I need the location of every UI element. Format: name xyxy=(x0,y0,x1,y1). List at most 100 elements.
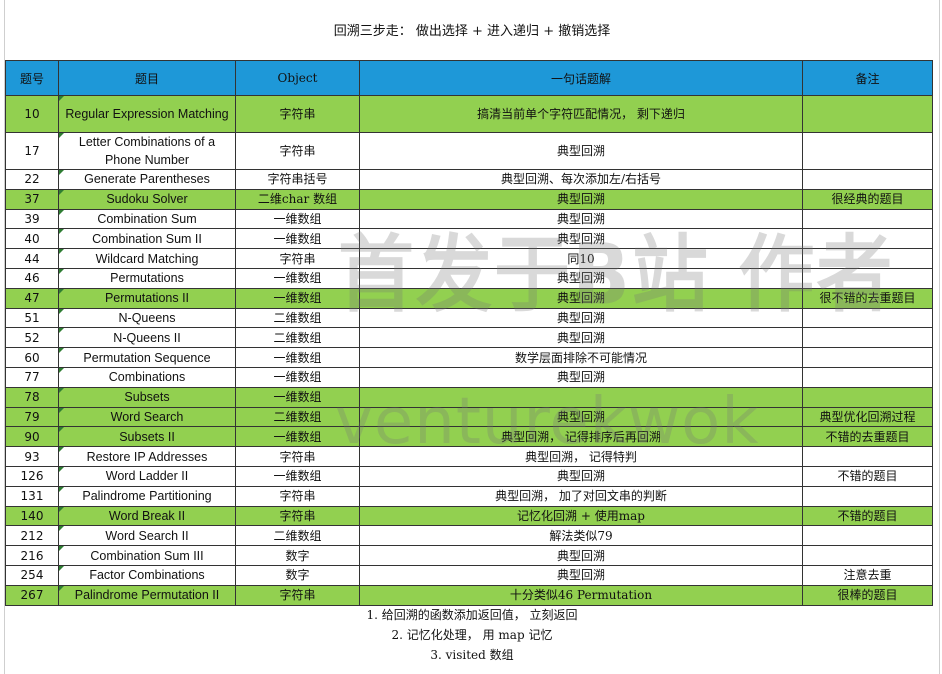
cell-solution xyxy=(359,386,803,408)
cell-note xyxy=(802,366,933,388)
cell-solution: 典型回溯 xyxy=(359,208,803,230)
cell-solution: 十分类似46 Permutation xyxy=(359,584,803,606)
cell-object: 字符串 xyxy=(235,584,360,606)
cell-note xyxy=(802,95,933,133)
cell-id: 216 xyxy=(5,545,59,566)
cell-title: N-Queens II xyxy=(58,327,236,349)
header-note: 备注 xyxy=(802,60,933,96)
cell-object: 字符串 xyxy=(235,132,360,170)
table-row: 216 Combination Sum III 数字 典型回溯 xyxy=(5,545,933,566)
cell-id: 126 xyxy=(5,465,59,487)
cell-note xyxy=(802,169,933,190)
cell-note xyxy=(802,132,933,170)
cell-object: 一维数组 xyxy=(235,287,360,309)
cell-id: 60 xyxy=(5,347,59,368)
cell-solution: 典型回溯 xyxy=(359,564,803,586)
cell-solution: 典型回溯 xyxy=(359,267,803,289)
notes-block: 1. 给回溯的函数添加返回值， 立刻返回 2. 记忆化处理， 用 map 记忆 … xyxy=(5,605,939,665)
cell-solution: 典型回溯 xyxy=(359,545,803,566)
cell-title: Regular Expression Matching xyxy=(58,95,236,133)
cell-solution: 记忆化回溯 + 使用map xyxy=(359,505,803,527)
cell-object: 一维数组 xyxy=(235,267,360,289)
cell-note xyxy=(802,386,933,408)
cell-note xyxy=(802,545,933,566)
table-row: 52 N-Queens II 二维数组 典型回溯 xyxy=(5,327,933,349)
cell-title: Combination Sum III xyxy=(58,545,236,566)
cell-id: 79 xyxy=(5,406,59,428)
cell-object: 一维数组 xyxy=(235,208,360,230)
cell-object: 一维数组 xyxy=(235,426,360,448)
cell-title: Factor Combinations xyxy=(58,564,236,586)
cell-note xyxy=(802,347,933,368)
table-row: 37 Sudoku Solver 二维char 数组 典型回溯 很经典的题目 xyxy=(5,188,933,210)
table-row: 22 Generate Parentheses 字符串括号 典型回溯、每次添加左/右括… xyxy=(5,169,933,190)
header-solution: 一句话题解 xyxy=(359,60,803,96)
table-row: 90 Subsets II 一维数组 典型回溯， 记得排序后再回溯 不错的去重题目 xyxy=(5,426,933,448)
cell-object: 一维数组 xyxy=(235,347,360,368)
cell-solution: 典型回溯， 记得排序后再回溯 xyxy=(359,426,803,448)
cell-note: 典型优化回溯过程 xyxy=(802,406,933,428)
cell-solution: 典型回溯 xyxy=(359,188,803,210)
cell-object: 字符串 xyxy=(235,485,360,507)
cell-note xyxy=(802,248,933,269)
spreadsheet: 回溯三步走： 做出选择 + 进入递归 + 撤销选择 题号 题目 Object 一… xyxy=(4,0,940,674)
cell-id: 77 xyxy=(5,366,59,388)
cell-title: Palindrome Partitioning xyxy=(58,485,236,507)
table-row: 77 Combinations 一维数组 典型回溯 xyxy=(5,366,933,388)
cell-solution: 搞清当前单个字符匹配情况， 剩下递归 xyxy=(359,95,803,133)
cell-object: 二维数组 xyxy=(235,327,360,349)
cell-note: 不错的题目 xyxy=(802,505,933,527)
cell-title: Subsets II xyxy=(58,426,236,448)
cell-title: Generate Parentheses xyxy=(58,169,236,190)
cell-title: Wildcard Matching xyxy=(58,248,236,269)
cell-object: 字符串 xyxy=(235,505,360,527)
cell-solution: 典型回溯 xyxy=(359,307,803,329)
table-row: 47 Permutations II 一维数组 典型回溯 很不错的去重题目 xyxy=(5,287,933,309)
cell-solution: 同10 xyxy=(359,248,803,269)
cell-note xyxy=(802,327,933,349)
cell-object: 数字 xyxy=(235,545,360,566)
cell-id: 51 xyxy=(5,307,59,329)
cell-id: 212 xyxy=(5,525,59,547)
cell-title: Word Search II xyxy=(58,525,236,547)
table-row: 212 Word Search II 二维数组 解法类似79 xyxy=(5,525,933,547)
table-row: 126 Word Ladder II 一维数组 典型回溯 不错的题目 xyxy=(5,465,933,487)
cell-title: Permutations xyxy=(58,267,236,289)
cell-solution: 典型回溯 xyxy=(359,465,803,487)
table-row: 140 Word Break II 字符串 记忆化回溯 + 使用map 不错的题目 xyxy=(5,505,933,527)
table-row: 10 Regular Expression Matching 字符串 搞清当前单个字符… xyxy=(5,95,933,133)
cell-title: Combinations xyxy=(58,366,236,388)
note-line-2: 2. 记忆化处理， 用 map 记忆 xyxy=(391,628,553,642)
table-row: 40 Combination Sum II 一维数组 典型回溯 xyxy=(5,228,933,250)
table-header-row: 题号 题目 Object 一句话题解 备注 xyxy=(5,60,933,96)
cell-note xyxy=(802,485,933,507)
cell-solution: 典型回溯， 加了对回文串的判断 xyxy=(359,485,803,507)
table-row: 254 Factor Combinations 数字 典型回溯 注意去重 xyxy=(5,564,933,586)
cell-title: Palindrome Permutation II xyxy=(58,584,236,606)
cell-object: 二维char 数组 xyxy=(235,188,360,210)
cell-object: 数字 xyxy=(235,564,360,586)
cell-note: 不错的题目 xyxy=(802,465,933,487)
cell-object: 一维数组 xyxy=(235,228,360,250)
table-row: 131 Palindrome Partitioning 字符串 典型回溯， 加了对回文… xyxy=(5,485,933,507)
cell-title: Word Search xyxy=(58,406,236,428)
table-row: 267 Palindrome Permutation II 字符串 十分类似46 Pe… xyxy=(5,584,933,606)
table-row: 79 Word Search 二维数组 典型回溯 典型优化回溯过程 xyxy=(5,406,933,428)
cell-object: 一维数组 xyxy=(235,386,360,408)
table-row: 51 N-Queens 二维数组 典型回溯 xyxy=(5,307,933,329)
cell-title: Word Break II xyxy=(58,505,236,527)
cell-note: 很不错的去重题目 xyxy=(802,287,933,309)
header-object: Object xyxy=(235,60,360,96)
cell-id: 39 xyxy=(5,208,59,230)
cell-id: 254 xyxy=(5,564,59,586)
cell-id: 90 xyxy=(5,426,59,448)
cell-solution: 典型回溯 xyxy=(359,366,803,388)
cell-object: 二维数组 xyxy=(235,406,360,428)
cell-id: 44 xyxy=(5,248,59,269)
note-line-1: 1. 给回溯的函数添加返回值， 立刻返回 xyxy=(366,608,578,622)
cell-title: Restore IP Addresses xyxy=(58,446,236,467)
cell-title: Word Ladder II xyxy=(58,465,236,487)
cell-note: 很经典的题目 xyxy=(802,188,933,210)
cell-id: 40 xyxy=(5,228,59,250)
cell-id: 131 xyxy=(5,485,59,507)
